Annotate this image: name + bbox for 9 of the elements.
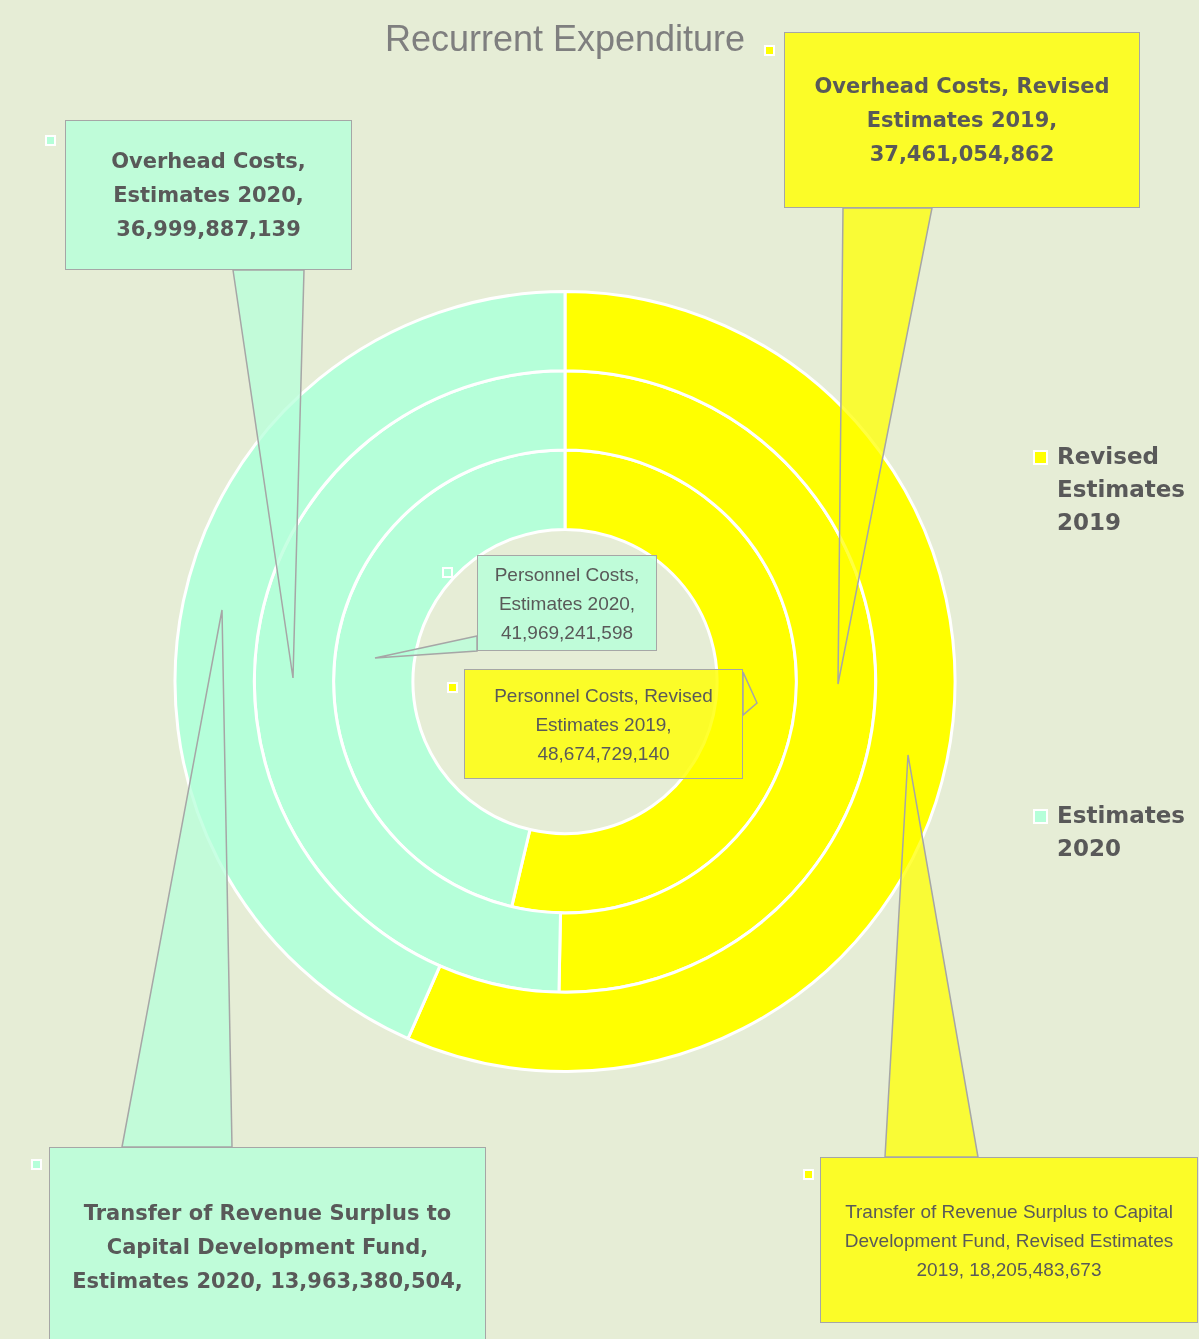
data-label: Transfer of Revenue Surplus to Capital Development Fund, Revised Estimates 2019, 18,205,483,673 <box>843 1199 1175 1282</box>
legend-label: Estimates 2020 <box>1057 802 1186 861</box>
chart-title: Recurrent Expenditure <box>383 18 747 60</box>
data-label: Personnel Costs, Revised Estimates 2019, 48,674,729,140 <box>493 683 714 766</box>
legend-label: Revised Estimates 2019 <box>1057 443 1186 535</box>
data-label: Transfer of Revenue Surplus to Capital Development Fund, Estimates 2020, 13,963,380,504, <box>71 1200 464 1295</box>
data-label: Overhead Costs, Estimates 2020, 36,999,887,139 <box>110 148 307 243</box>
data-label: Personnel Costs, Estimates 2020, 41,969,241,598 <box>493 562 641 645</box>
data-label: Overhead Costs, Revised Estimates 2019, 37,461,054,862 <box>813 73 1111 168</box>
